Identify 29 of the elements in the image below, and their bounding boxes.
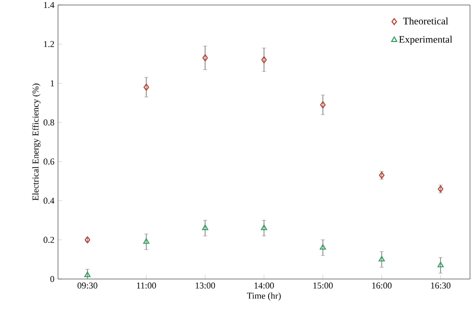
x-tick-label: 15:00 [313,282,333,289]
point [143,238,150,244]
point [261,56,267,64]
point [202,224,208,230]
y-tick-label: 1.4 [44,2,54,8]
point [260,224,268,230]
y-tick-label: 0.4 [44,198,54,204]
y-tick-label: 1 [50,80,54,86]
legend-label: Theoretical [403,17,448,24]
x-axis-title: Time (hr) [247,292,281,301]
y-tick-label: 0.2 [44,236,54,243]
point [202,54,208,62]
y-tick-label: 0 [50,276,54,282]
y-tick-label: 1.2 [44,41,54,48]
x-tick-label: 16:30 [431,282,450,289]
x-tick-label: 16:00 [372,282,392,289]
point [320,244,326,250]
y-axis-title: Electrical Energy Efficiency (%) [32,84,40,200]
x-tick-label: 13:00 [196,282,216,289]
y-tick-label: 0.8 [44,119,54,126]
point [320,101,326,108]
x-tick-label: 09:30 [78,282,98,289]
y-tick-label: 0.6 [44,158,54,165]
legend-label: Experimental [399,36,452,45]
point [437,262,444,268]
x-tick-label: 11:00 [137,282,156,289]
point [144,84,150,91]
point [378,256,385,262]
x-tick-label: 14:00 [254,282,274,289]
